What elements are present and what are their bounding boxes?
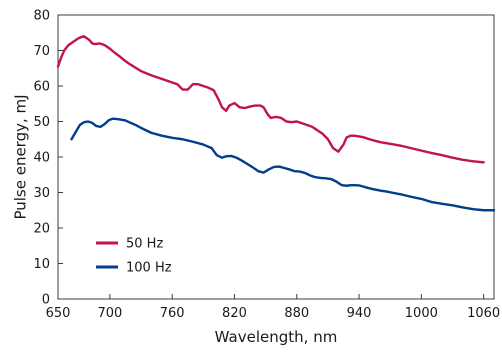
y-tick-label: 0	[42, 293, 50, 308]
x-tick-label: 700	[97, 306, 122, 321]
y-tick-label: 70	[33, 44, 50, 59]
y-tick-label: 50	[33, 115, 50, 130]
y-axis-title: Pulse energy, mJ	[12, 94, 30, 219]
legend-label-100hz: 100 Hz	[126, 261, 172, 276]
series-line-100hz	[70, 117, 496, 212]
x-tick-label: 1060	[467, 306, 500, 321]
x-axis-title: Wavelength, nm	[215, 328, 338, 346]
plot-frame	[57, 14, 495, 300]
x-tick-label: 1000	[405, 306, 438, 321]
legend: 50 Hz 100 Hz	[96, 237, 172, 276]
y-tick-label: 20	[33, 222, 50, 237]
y-tick-label: 30	[33, 186, 50, 201]
x-tick-label: 940	[347, 306, 372, 321]
y-tick-label: 80	[33, 9, 50, 24]
y-tick-label: 10	[33, 257, 50, 272]
y-tick-label: 60	[33, 80, 50, 95]
x-tick-label: 820	[222, 306, 247, 321]
y-tick-label: 40	[33, 151, 50, 166]
legend-label-50hz: 50 Hz	[126, 237, 163, 252]
series-line-50hz	[56, 35, 485, 164]
x-tick-label: 760	[160, 306, 185, 321]
x-tick-label: 880	[284, 306, 309, 321]
x-tick-label: 650	[46, 306, 71, 321]
